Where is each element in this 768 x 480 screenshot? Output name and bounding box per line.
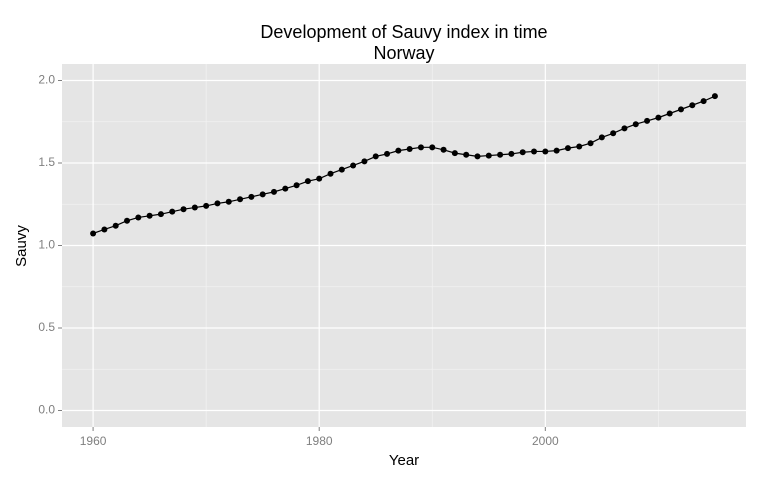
data-point — [485, 152, 492, 159]
data-point — [282, 185, 289, 192]
data-point — [237, 196, 244, 203]
data-point — [576, 143, 583, 150]
data-point — [587, 140, 594, 147]
data-point — [700, 98, 707, 105]
data-point — [384, 150, 391, 157]
data-point — [598, 134, 605, 141]
data-point — [621, 125, 628, 132]
data-point — [112, 222, 119, 229]
data-point — [474, 153, 481, 160]
y-tick-label: 0.0 — [38, 403, 55, 417]
data-point — [90, 230, 97, 237]
data-point — [395, 147, 402, 154]
data-point — [304, 178, 311, 185]
data-point — [531, 148, 538, 155]
data-point — [644, 117, 651, 124]
x-axis-label: Year — [389, 452, 419, 469]
x-tick-label: 1980 — [306, 434, 333, 448]
x-tick-label: 2000 — [532, 434, 559, 448]
data-point — [440, 146, 447, 153]
data-point — [361, 158, 368, 165]
data-point — [169, 208, 176, 215]
data-point — [666, 110, 673, 117]
data-point — [372, 153, 379, 160]
data-point — [293, 182, 300, 189]
data-point — [417, 144, 424, 151]
data-point — [497, 151, 504, 158]
data-point — [632, 121, 639, 128]
data-point — [259, 191, 266, 198]
data-point — [214, 200, 221, 207]
data-point — [101, 226, 108, 233]
data-point — [463, 151, 470, 158]
data-point — [316, 175, 323, 182]
data-point — [406, 145, 413, 152]
x-tick-label: 1960 — [80, 434, 107, 448]
y-tick-label: 1.5 — [38, 155, 55, 169]
data-point — [180, 206, 187, 213]
data-point — [327, 170, 334, 177]
data-point — [508, 150, 515, 157]
data-point — [451, 150, 458, 157]
chart-title: Development of Sauvy index in time — [260, 22, 547, 42]
data-point — [124, 217, 131, 224]
data-point — [564, 145, 571, 152]
data-point — [711, 93, 718, 100]
data-point — [203, 202, 210, 209]
data-point — [338, 166, 345, 173]
data-point — [350, 162, 357, 169]
data-point — [429, 144, 436, 151]
data-point — [542, 148, 549, 155]
data-point — [157, 211, 164, 218]
y-tick-label: 1.0 — [38, 238, 55, 252]
data-point — [677, 106, 684, 113]
data-point — [225, 198, 232, 205]
data-point — [270, 188, 277, 195]
chart-subtitle: Norway — [373, 43, 434, 63]
data-point — [135, 214, 142, 221]
data-point — [655, 114, 662, 121]
data-point — [553, 147, 560, 154]
y-tick-label: 2.0 — [38, 73, 55, 87]
data-point — [248, 193, 255, 200]
data-point — [610, 130, 617, 137]
data-point — [191, 204, 198, 211]
data-point — [689, 102, 696, 109]
data-point — [519, 149, 526, 156]
y-tick-label: 0.5 — [38, 320, 55, 334]
y-axis-label: Sauvy — [13, 225, 30, 267]
data-point — [146, 212, 153, 219]
